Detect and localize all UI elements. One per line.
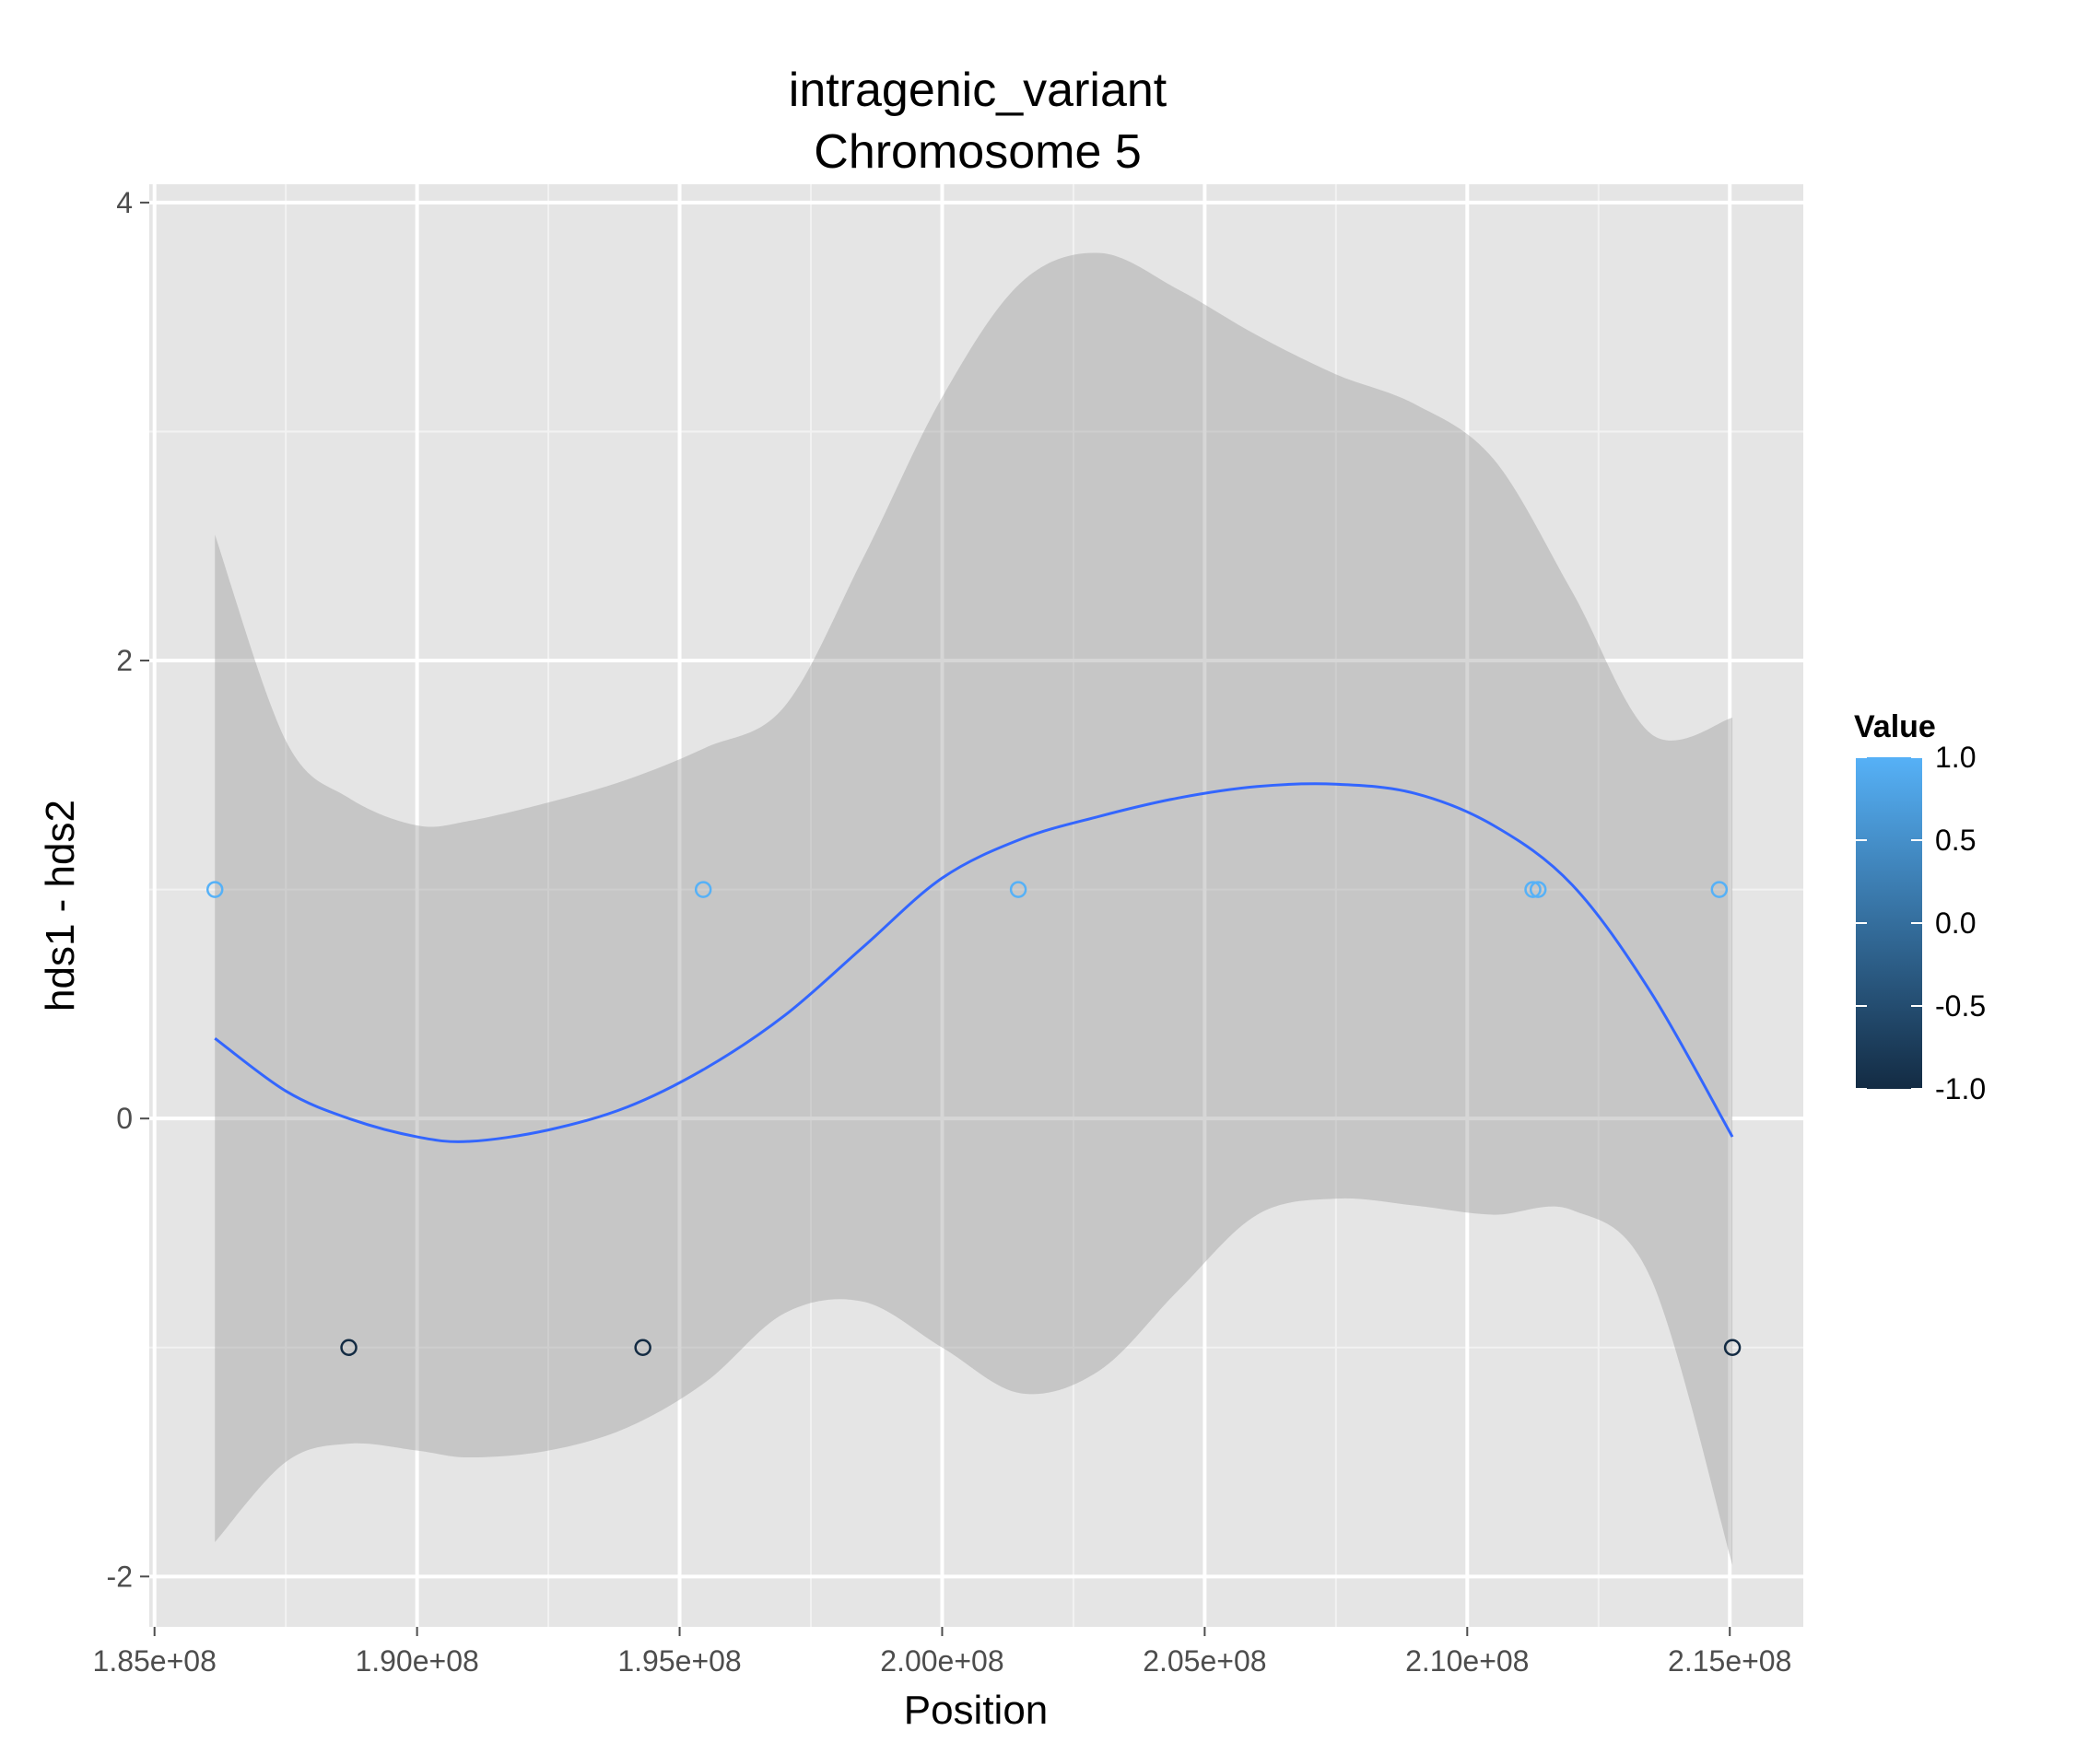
y-tick-label: 4 (116, 186, 133, 219)
x-tick-label: 2.15e+08 (1668, 1644, 1791, 1678)
x-tick-label: 1.90e+08 (355, 1644, 478, 1678)
y-axis-title: hds1 - hds2 (38, 800, 83, 1011)
legend-label: -1.0 (1935, 1072, 1986, 1105)
y-tick-label: 2 (116, 644, 133, 677)
legend-label: 0.0 (1935, 906, 1976, 940)
data-point (1710, 881, 1729, 898)
grid-minor (149, 184, 1803, 1627)
legend-label: 1.0 (1935, 741, 1976, 774)
grid-major (149, 184, 1803, 1627)
plot-panel (149, 184, 1803, 1627)
legend-ticks: 1.0 0.5 0.0 -0.5 -1.0 (1856, 741, 1986, 1105)
legend-title: Value (1854, 709, 1936, 744)
points (205, 881, 1742, 1356)
legend-label: 0.5 (1935, 824, 1976, 857)
x-tick-label: 2.00e+08 (880, 1644, 1003, 1678)
data-point (694, 881, 712, 898)
x-tick-label: 1.95e+08 (617, 1644, 741, 1678)
x-axis-title: Position (904, 1688, 1049, 1733)
x-tick-label: 2.05e+08 (1143, 1644, 1266, 1678)
data-point (1009, 881, 1027, 898)
data-point (1529, 881, 1547, 898)
chart-title-line2: Chromosome 5 (814, 125, 1141, 179)
x-axis-ticks: 1.85e+08 1.90e+08 1.95e+08 2.00e+08 2.05e+08… (93, 1627, 1791, 1678)
y-tick-label: -2 (107, 1560, 133, 1593)
x-tick-label: 2.10e+08 (1405, 1644, 1529, 1678)
data-point (205, 881, 224, 898)
smooth-line (214, 782, 1734, 1143)
data-point (1524, 881, 1542, 898)
legend-label: -0.5 (1935, 989, 1986, 1023)
chart-title-line1: intragenic_variant (789, 64, 1167, 117)
data-point (634, 1339, 651, 1356)
data-point (1723, 1339, 1742, 1356)
y-tick-label: 0 (116, 1102, 133, 1135)
x-tick-label: 1.85e+08 (93, 1644, 217, 1678)
y-axis-ticks: -2 0 2 4 (107, 186, 149, 1593)
legend: Value 1.0 0.5 0.0 -0.5 -1.0 (1854, 709, 1986, 1105)
data-point (340, 1339, 358, 1356)
confidence-band (215, 252, 1733, 1565)
